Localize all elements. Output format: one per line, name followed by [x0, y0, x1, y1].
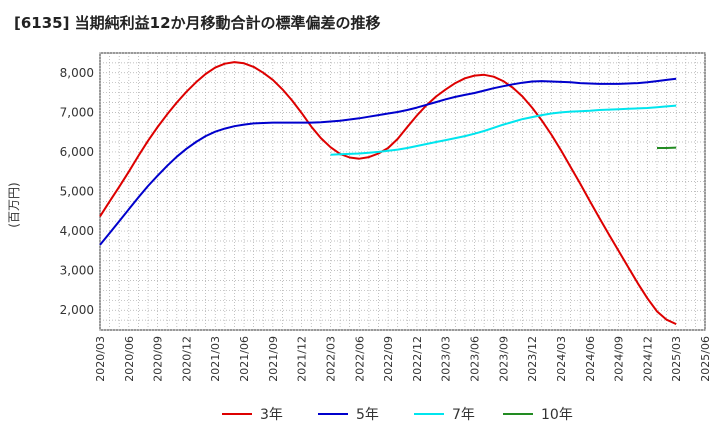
- legend-label: 3年: [260, 407, 283, 423]
- y-tick-label: 7,000: [60, 105, 94, 119]
- y-tick-label: 6,000: [60, 145, 94, 159]
- x-tick-label: 2023/06: [469, 336, 482, 382]
- x-tick-label: 2024/06: [584, 336, 597, 382]
- y-tick-labels: 2,000 3,000 4,000 5,000 6,000 7,000 8,000: [60, 66, 94, 317]
- x-tick-label: 2022/06: [353, 336, 366, 382]
- x-tick-label: 2023/03: [440, 336, 453, 382]
- x-tick-label: 2020/03: [94, 336, 107, 382]
- legend-label: 7年: [452, 407, 475, 423]
- x-tick-label: 2020/09: [152, 336, 165, 382]
- series-line-3年: [99, 61, 677, 326]
- x-tick-label: 2021/03: [209, 336, 222, 382]
- x-tick-label: 2025/03: [670, 336, 683, 382]
- x-tick-label: 2021/12: [296, 336, 309, 382]
- x-tick-label: 2024/12: [641, 336, 654, 382]
- x-tick-label: 2020/06: [123, 336, 136, 382]
- x-tick-labels: 2020/03 2020/06 2020/09 2020/12 2021/03 2021/…: [94, 336, 712, 382]
- series-line-7年: [330, 104, 677, 156]
- x-tick-label: 2022/09: [382, 336, 395, 382]
- x-tick-label: 2023/12: [526, 336, 539, 382]
- legend: 3年 5年 7年 10年: [222, 407, 573, 423]
- x-tick-label: 2022/03: [324, 336, 337, 382]
- x-tick-label: 2021/06: [238, 336, 251, 382]
- y-tick-label: 3,000: [60, 264, 94, 278]
- series-line-5年: [99, 77, 677, 246]
- y-tick-label: 8,000: [60, 66, 94, 80]
- x-tick-label: 2025/06: [699, 336, 712, 382]
- chart-title: [6135] 当期純利益12か月移動合計の標準偏差の推移: [14, 14, 381, 32]
- x-tick-label: 2020/12: [180, 336, 193, 382]
- y-tick-label: 5,000: [60, 185, 94, 199]
- y-tick-label: 4,000: [60, 224, 94, 238]
- legend-label: 5年: [356, 407, 379, 423]
- x-tick-label: 2024/03: [555, 336, 568, 382]
- x-tick-label: 2022/12: [411, 336, 424, 382]
- x-tick-label: 2023/09: [497, 336, 510, 382]
- legend-label: 10年: [541, 407, 573, 423]
- series-lines: [99, 61, 677, 326]
- y-axis-label: (百万円): [7, 182, 21, 227]
- y-tick-label: 2,000: [60, 303, 94, 317]
- x-tick-label: 2024/09: [613, 336, 626, 382]
- x-tick-label: 2021/09: [267, 336, 280, 382]
- grid-lines: [99, 52, 706, 331]
